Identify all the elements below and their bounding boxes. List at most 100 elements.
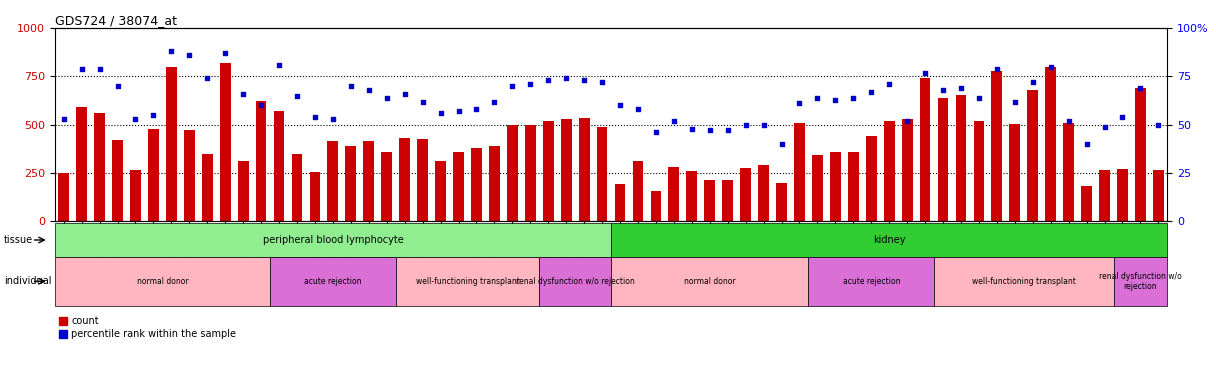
- Point: [395, 91, 415, 97]
- Point: [287, 93, 306, 99]
- Point: [772, 141, 792, 147]
- Text: renal dysfunction w/o rejection: renal dysfunction w/o rejection: [516, 277, 635, 286]
- Bar: [454, 152, 463, 221]
- Point: [359, 87, 378, 93]
- Text: individual: individual: [4, 276, 51, 286]
- Legend: count, percentile rank within the sample: count, percentile rank within the sample: [60, 316, 236, 339]
- Bar: [831, 152, 840, 221]
- Bar: [327, 141, 338, 221]
- Bar: [58, 173, 69, 221]
- Point: [574, 77, 593, 83]
- Bar: [539, 257, 610, 306]
- Bar: [902, 119, 912, 221]
- Bar: [848, 152, 858, 221]
- Point: [736, 122, 755, 128]
- Bar: [130, 170, 141, 221]
- Bar: [364, 141, 375, 221]
- Bar: [1046, 67, 1055, 221]
- Bar: [435, 161, 446, 221]
- Point: [1113, 114, 1132, 120]
- Bar: [579, 118, 590, 221]
- Bar: [220, 63, 231, 221]
- Text: well-functioning transplant: well-functioning transplant: [972, 277, 1076, 286]
- Bar: [55, 223, 610, 257]
- Bar: [184, 130, 195, 221]
- Bar: [489, 146, 500, 221]
- Bar: [270, 257, 395, 306]
- Point: [1077, 141, 1097, 147]
- Bar: [974, 121, 984, 221]
- Bar: [1099, 170, 1110, 221]
- Bar: [399, 138, 410, 221]
- Bar: [632, 161, 643, 221]
- Bar: [866, 136, 877, 221]
- Point: [520, 81, 540, 87]
- Bar: [1114, 257, 1167, 306]
- Point: [430, 110, 450, 116]
- Bar: [310, 172, 320, 221]
- Point: [987, 66, 1007, 72]
- Point: [807, 94, 827, 100]
- Bar: [884, 121, 895, 221]
- Point: [916, 69, 935, 75]
- Point: [557, 75, 576, 81]
- Bar: [759, 165, 769, 221]
- Bar: [1009, 124, 1020, 221]
- Point: [269, 62, 288, 68]
- Bar: [148, 129, 159, 221]
- Text: acute rejection: acute rejection: [304, 277, 361, 286]
- Point: [951, 85, 970, 91]
- Bar: [614, 184, 625, 221]
- Bar: [112, 140, 123, 221]
- Bar: [345, 146, 356, 221]
- Bar: [991, 70, 1002, 221]
- Bar: [382, 152, 392, 221]
- Bar: [776, 183, 787, 221]
- Bar: [94, 113, 105, 221]
- Text: acute rejection: acute rejection: [843, 277, 900, 286]
- Bar: [238, 161, 248, 221]
- Point: [826, 97, 845, 103]
- Bar: [610, 257, 809, 306]
- Point: [215, 50, 235, 56]
- Bar: [651, 191, 662, 221]
- Point: [897, 118, 917, 124]
- Point: [125, 116, 145, 122]
- Point: [592, 79, 612, 85]
- Text: tissue: tissue: [4, 235, 33, 245]
- Point: [180, 52, 199, 58]
- Bar: [542, 121, 553, 221]
- Bar: [292, 154, 303, 221]
- Point: [1006, 99, 1025, 105]
- Bar: [934, 257, 1114, 306]
- Bar: [1081, 186, 1092, 221]
- Point: [233, 91, 253, 97]
- Point: [879, 81, 899, 87]
- Bar: [255, 100, 266, 221]
- Point: [323, 116, 343, 122]
- Bar: [77, 107, 88, 221]
- Point: [305, 114, 325, 120]
- Point: [969, 94, 989, 100]
- Bar: [202, 154, 213, 221]
- Point: [197, 75, 216, 81]
- Point: [539, 77, 558, 83]
- Point: [413, 99, 433, 105]
- Text: peripheral blood lymphocyte: peripheral blood lymphocyte: [263, 235, 404, 245]
- Bar: [722, 180, 733, 221]
- Text: renal dysfunction w/o
rejection: renal dysfunction w/o rejection: [1099, 272, 1182, 291]
- Point: [646, 129, 665, 135]
- Text: kidney: kidney: [873, 235, 906, 245]
- Bar: [1135, 88, 1145, 221]
- Bar: [507, 124, 518, 221]
- Point: [1041, 64, 1060, 70]
- Text: GDS724 / 38074_at: GDS724 / 38074_at: [55, 14, 176, 27]
- Bar: [704, 180, 715, 221]
- Point: [1023, 79, 1042, 85]
- Bar: [471, 148, 482, 221]
- Bar: [274, 111, 285, 221]
- Point: [789, 100, 809, 106]
- Point: [1131, 85, 1150, 91]
- Point: [377, 94, 396, 100]
- Point: [664, 118, 683, 124]
